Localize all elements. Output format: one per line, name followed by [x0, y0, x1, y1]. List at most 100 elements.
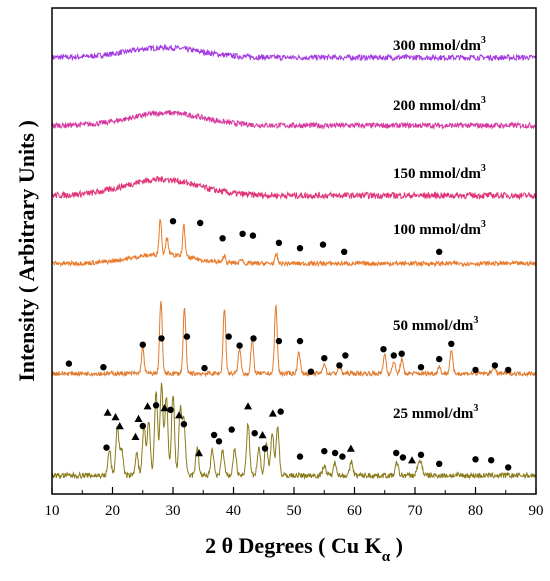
x-tick-label-3: 40: [226, 503, 241, 519]
peak-marker-dot-4-4: [183, 333, 191, 340]
series-label-4: 50 mmol/dm3: [393, 315, 478, 334]
series-line-3: [51, 218, 537, 268]
peak-marker-triangle-5-4: [131, 432, 140, 440]
x-axis-ticks: 10 20 30 40 50 60 70 80 90: [45, 487, 544, 519]
peak-marker-dot-5-33: [472, 456, 479, 463]
peak-marker-dot-5-15: [215, 438, 223, 445]
peak-marker-dot-5-1: [103, 444, 110, 451]
peak-marker-triangle-5-3: [115, 422, 124, 430]
peak-marker-dot-5-10: [167, 406, 174, 413]
series-labels: 300 mmol/dm3 200 mmol/dm3 150 mmol/dm3 100 …: [393, 35, 486, 422]
peak-marker-dot-5-14: [210, 431, 218, 439]
peak-marker-dot-4-1: [100, 364, 107, 371]
peak-marker-triangle-5-19: [258, 431, 267, 439]
peak-marker-dot-4-21: [472, 366, 479, 374]
peak-marker-dot-4-17: [398, 350, 405, 357]
peak-marker-dot-5-29: [399, 454, 407, 461]
peak-marker-dot-3-7: [319, 241, 327, 248]
series-line-1: [51, 109, 537, 131]
peak-marker-dot-5-32: [436, 460, 443, 467]
peak-marker-dot-4-22: [491, 362, 499, 369]
peak-marker-dot-3-5: [275, 239, 283, 246]
x-axis-title-sub: α: [382, 549, 391, 565]
peak-marker-dot-4-15: [380, 346, 387, 353]
x-axis-title: 2 θ Degrees ( Cu Kα ): [205, 533, 403, 565]
peak-marker-dot-5-25: [331, 449, 339, 457]
peak-marker-triangle-5-27: [346, 444, 355, 452]
peak-marker-dot-4-10: [296, 337, 304, 345]
peak-marker-triangle-5-30: [407, 456, 416, 464]
peak-marker-dot-5-31: [417, 451, 425, 458]
peak-marker-dot-5-34: [488, 457, 495, 464]
series-label-3: 100 mmol/dm3: [393, 219, 486, 238]
peak-marker-dot-3-0: [169, 218, 177, 225]
peak-marker-dot-5-8: [152, 402, 160, 409]
series-label-0: 300 mmol/dm3: [393, 35, 486, 54]
peak-marker-dot-5-23: [296, 453, 304, 460]
series-line-0: [51, 43, 537, 62]
peak-marker-dot-5-18: [251, 430, 258, 437]
peak-marker-dot-5-22: [277, 408, 284, 415]
peak-marker-dot-4-16: [390, 352, 397, 359]
peak-marker-triangle-5-7: [143, 402, 152, 410]
peak-marker-dot-4-6: [225, 333, 232, 340]
x-tick-label-0: 10: [45, 503, 60, 519]
x-tick-label-5: 60: [347, 503, 362, 519]
peak-marker-triangle-5-2: [111, 413, 120, 421]
peak-marker-dot-3-2: [219, 235, 226, 242]
x-tick-label-2: 30: [166, 503, 181, 519]
x-tick-label-1: 20: [105, 503, 120, 519]
peak-marker-dot-5-26: [339, 453, 346, 460]
x-tick-label-7: 80: [468, 503, 483, 519]
x-axis-title-main: 2 θ Degrees ( Cu K: [205, 533, 382, 558]
peak-marker-triangle-5-5: [134, 414, 143, 422]
peak-marker-dot-4-8: [250, 335, 257, 342]
plot-area: [51, 43, 537, 481]
peak-marker-triangle-5-17: [244, 402, 253, 410]
series-label-5: 25 mmol/dm3: [393, 403, 478, 422]
peak-marker-dot-3-3: [239, 230, 246, 237]
x-tick-label-4: 50: [287, 503, 302, 519]
plot-frame: [51, 7, 537, 495]
peak-marker-triangle-5-9: [160, 404, 169, 412]
peak-marker-dot-4-19: [436, 355, 443, 363]
series-label-1: 200 mmol/dm3: [393, 95, 486, 114]
series-line-2: [51, 175, 537, 201]
peak-marker-dot-5-35: [505, 464, 512, 471]
peak-marker-dot-5-12: [180, 421, 188, 428]
peak-marker-dot-4-2: [139, 341, 146, 348]
peak-marker-triangle-5-21: [268, 409, 277, 417]
series-label-2: 150 mmol/dm3: [393, 163, 486, 182]
peak-marker-dot-3-6: [296, 245, 304, 252]
peak-marker-dot-3-1: [197, 219, 204, 227]
peak-marker-dot-4-23: [505, 366, 512, 374]
peak-marker-triangle-5-13: [195, 449, 204, 457]
peak-marker-dot-3-8: [341, 248, 348, 255]
peak-marker-dot-3-4: [249, 232, 257, 239]
peak-marker-dot-5-6: [139, 422, 146, 430]
peak-marker-dot-4-20: [448, 340, 455, 347]
peak-marker-dot-4-5: [201, 364, 208, 372]
y-axis-title: Intensity ( Arbitrary Units ): [14, 120, 39, 382]
peak-marker-dot-5-16: [228, 426, 235, 433]
peak-marker-dot-4-14: [342, 352, 349, 359]
series-line-4: [51, 300, 537, 378]
peak-marker-dot-5-24: [321, 448, 328, 455]
peak-marker-dot-5-28: [393, 449, 400, 457]
peak-marker-triangle-5-11: [175, 411, 184, 419]
x-tick-label-8: 90: [529, 503, 544, 519]
peak-marker-dot-4-18: [417, 364, 425, 371]
peak-marker-dot-3-9: [436, 248, 443, 255]
peak-marker-dot-4-12: [321, 355, 328, 362]
series-line-5: [51, 382, 537, 481]
peak-marker-dot-4-7: [236, 342, 243, 349]
peak-marker-dot-4-11: [307, 368, 315, 375]
peak-marker-dot-4-3: [158, 335, 165, 342]
x-tick-label-6: 70: [408, 503, 423, 519]
x-axis-title-close: ): [390, 533, 403, 558]
peak-marker-dot-4-13: [336, 362, 343, 369]
peak-marker-triangle-5-0: [103, 408, 112, 416]
peak-marker-dot-4-0: [65, 360, 73, 367]
peak-marker-dot-5-20: [261, 445, 269, 452]
